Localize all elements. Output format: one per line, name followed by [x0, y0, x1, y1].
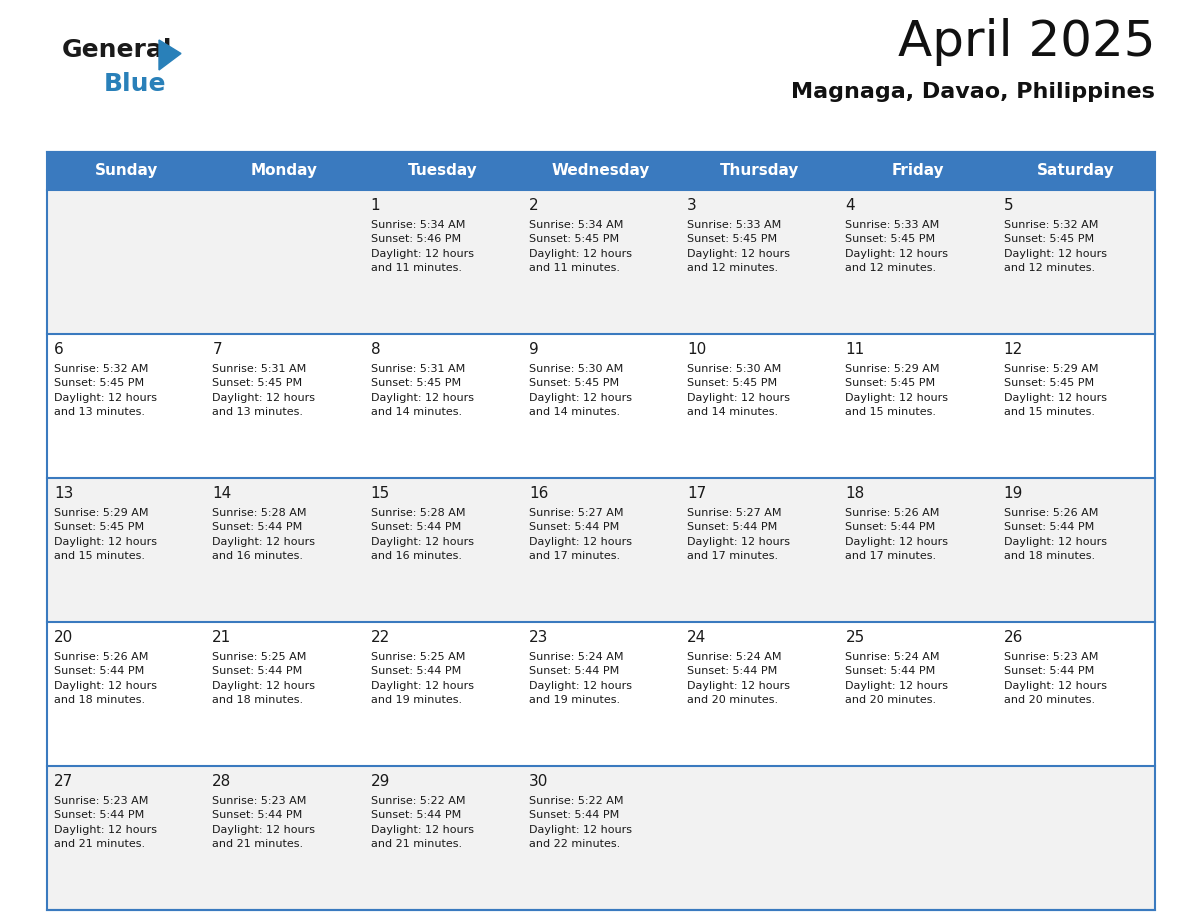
- Text: Sunrise: 5:23 AM
Sunset: 5:44 PM
Daylight: 12 hours
and 21 minutes.: Sunrise: 5:23 AM Sunset: 5:44 PM Dayligh…: [53, 796, 157, 849]
- Polygon shape: [159, 40, 181, 70]
- Text: Friday: Friday: [891, 163, 944, 178]
- Text: Sunrise: 5:22 AM
Sunset: 5:44 PM
Daylight: 12 hours
and 21 minutes.: Sunrise: 5:22 AM Sunset: 5:44 PM Dayligh…: [371, 796, 474, 849]
- Text: Sunrise: 5:34 AM
Sunset: 5:45 PM
Daylight: 12 hours
and 11 minutes.: Sunrise: 5:34 AM Sunset: 5:45 PM Dayligh…: [529, 220, 632, 274]
- Bar: [48, 478, 1155, 622]
- Text: Sunrise: 5:33 AM
Sunset: 5:45 PM
Daylight: 12 hours
and 12 minutes.: Sunrise: 5:33 AM Sunset: 5:45 PM Dayligh…: [846, 220, 948, 274]
- Text: 10: 10: [687, 342, 707, 357]
- Text: Sunrise: 5:30 AM
Sunset: 5:45 PM
Daylight: 12 hours
and 14 minutes.: Sunrise: 5:30 AM Sunset: 5:45 PM Dayligh…: [687, 364, 790, 417]
- Text: Sunrise: 5:34 AM
Sunset: 5:46 PM
Daylight: 12 hours
and 11 minutes.: Sunrise: 5:34 AM Sunset: 5:46 PM Dayligh…: [371, 220, 474, 274]
- Text: Tuesday: Tuesday: [407, 163, 478, 178]
- Text: Sunrise: 5:24 AM
Sunset: 5:44 PM
Daylight: 12 hours
and 20 minutes.: Sunrise: 5:24 AM Sunset: 5:44 PM Dayligh…: [687, 652, 790, 705]
- Text: Sunrise: 5:29 AM
Sunset: 5:45 PM
Daylight: 12 hours
and 15 minutes.: Sunrise: 5:29 AM Sunset: 5:45 PM Dayligh…: [846, 364, 948, 417]
- Text: Sunrise: 5:33 AM
Sunset: 5:45 PM
Daylight: 12 hours
and 12 minutes.: Sunrise: 5:33 AM Sunset: 5:45 PM Dayligh…: [687, 220, 790, 274]
- Text: Sunrise: 5:25 AM
Sunset: 5:44 PM
Daylight: 12 hours
and 19 minutes.: Sunrise: 5:25 AM Sunset: 5:44 PM Dayligh…: [371, 652, 474, 705]
- Bar: [48, 190, 1155, 334]
- Text: 28: 28: [213, 774, 232, 789]
- Text: Sunrise: 5:28 AM
Sunset: 5:44 PM
Daylight: 12 hours
and 16 minutes.: Sunrise: 5:28 AM Sunset: 5:44 PM Dayligh…: [213, 508, 315, 561]
- Bar: [48, 622, 1155, 766]
- Text: 25: 25: [846, 630, 865, 645]
- Text: 3: 3: [687, 198, 697, 213]
- Text: Sunrise: 5:26 AM
Sunset: 5:44 PM
Daylight: 12 hours
and 17 minutes.: Sunrise: 5:26 AM Sunset: 5:44 PM Dayligh…: [846, 508, 948, 561]
- Text: 6: 6: [53, 342, 64, 357]
- Text: Sunrise: 5:26 AM
Sunset: 5:44 PM
Daylight: 12 hours
and 18 minutes.: Sunrise: 5:26 AM Sunset: 5:44 PM Dayligh…: [1004, 508, 1107, 561]
- Text: General: General: [62, 38, 172, 62]
- Text: 19: 19: [1004, 486, 1023, 501]
- Text: Wednesday: Wednesday: [551, 163, 650, 178]
- Text: 20: 20: [53, 630, 74, 645]
- Text: 16: 16: [529, 486, 548, 501]
- Text: 9: 9: [529, 342, 538, 357]
- Text: Sunrise: 5:32 AM
Sunset: 5:45 PM
Daylight: 12 hours
and 12 minutes.: Sunrise: 5:32 AM Sunset: 5:45 PM Dayligh…: [1004, 220, 1107, 274]
- Bar: [48, 152, 1155, 190]
- Text: 24: 24: [687, 630, 707, 645]
- Text: Thursday: Thursday: [720, 163, 800, 178]
- Text: 11: 11: [846, 342, 865, 357]
- Text: 26: 26: [1004, 630, 1023, 645]
- Text: 30: 30: [529, 774, 548, 789]
- Text: Magnaga, Davao, Philippines: Magnaga, Davao, Philippines: [791, 82, 1155, 102]
- Text: Sunrise: 5:31 AM
Sunset: 5:45 PM
Daylight: 12 hours
and 13 minutes.: Sunrise: 5:31 AM Sunset: 5:45 PM Dayligh…: [213, 364, 315, 417]
- Text: 17: 17: [687, 486, 707, 501]
- Text: Sunday: Sunday: [95, 163, 158, 178]
- Text: Sunrise: 5:29 AM
Sunset: 5:45 PM
Daylight: 12 hours
and 15 minutes.: Sunrise: 5:29 AM Sunset: 5:45 PM Dayligh…: [53, 508, 157, 561]
- Text: 23: 23: [529, 630, 548, 645]
- Text: Sunrise: 5:26 AM
Sunset: 5:44 PM
Daylight: 12 hours
and 18 minutes.: Sunrise: 5:26 AM Sunset: 5:44 PM Dayligh…: [53, 652, 157, 705]
- Text: 29: 29: [371, 774, 390, 789]
- Text: Blue: Blue: [105, 72, 166, 96]
- Text: Saturday: Saturday: [1037, 163, 1114, 178]
- Text: Sunrise: 5:24 AM
Sunset: 5:44 PM
Daylight: 12 hours
and 19 minutes.: Sunrise: 5:24 AM Sunset: 5:44 PM Dayligh…: [529, 652, 632, 705]
- Bar: [48, 766, 1155, 910]
- Text: 15: 15: [371, 486, 390, 501]
- Text: Sunrise: 5:31 AM
Sunset: 5:45 PM
Daylight: 12 hours
and 14 minutes.: Sunrise: 5:31 AM Sunset: 5:45 PM Dayligh…: [371, 364, 474, 417]
- Text: Sunrise: 5:27 AM
Sunset: 5:44 PM
Daylight: 12 hours
and 17 minutes.: Sunrise: 5:27 AM Sunset: 5:44 PM Dayligh…: [687, 508, 790, 561]
- Text: Sunrise: 5:27 AM
Sunset: 5:44 PM
Daylight: 12 hours
and 17 minutes.: Sunrise: 5:27 AM Sunset: 5:44 PM Dayligh…: [529, 508, 632, 561]
- Bar: [48, 152, 1155, 910]
- Text: 4: 4: [846, 198, 855, 213]
- Text: 5: 5: [1004, 198, 1013, 213]
- Text: 8: 8: [371, 342, 380, 357]
- Text: 13: 13: [53, 486, 74, 501]
- Text: Sunrise: 5:24 AM
Sunset: 5:44 PM
Daylight: 12 hours
and 20 minutes.: Sunrise: 5:24 AM Sunset: 5:44 PM Dayligh…: [846, 652, 948, 705]
- Text: 7: 7: [213, 342, 222, 357]
- Text: Sunrise: 5:28 AM
Sunset: 5:44 PM
Daylight: 12 hours
and 16 minutes.: Sunrise: 5:28 AM Sunset: 5:44 PM Dayligh…: [371, 508, 474, 561]
- Text: 12: 12: [1004, 342, 1023, 357]
- Text: 27: 27: [53, 774, 74, 789]
- Text: 2: 2: [529, 198, 538, 213]
- Text: 22: 22: [371, 630, 390, 645]
- Text: 1: 1: [371, 198, 380, 213]
- Text: April 2025: April 2025: [897, 18, 1155, 66]
- Text: Sunrise: 5:22 AM
Sunset: 5:44 PM
Daylight: 12 hours
and 22 minutes.: Sunrise: 5:22 AM Sunset: 5:44 PM Dayligh…: [529, 796, 632, 849]
- Text: Sunrise: 5:30 AM
Sunset: 5:45 PM
Daylight: 12 hours
and 14 minutes.: Sunrise: 5:30 AM Sunset: 5:45 PM Dayligh…: [529, 364, 632, 417]
- Text: Sunrise: 5:25 AM
Sunset: 5:44 PM
Daylight: 12 hours
and 18 minutes.: Sunrise: 5:25 AM Sunset: 5:44 PM Dayligh…: [213, 652, 315, 705]
- Text: 21: 21: [213, 630, 232, 645]
- Text: Sunrise: 5:23 AM
Sunset: 5:44 PM
Daylight: 12 hours
and 21 minutes.: Sunrise: 5:23 AM Sunset: 5:44 PM Dayligh…: [213, 796, 315, 849]
- Text: Sunrise: 5:23 AM
Sunset: 5:44 PM
Daylight: 12 hours
and 20 minutes.: Sunrise: 5:23 AM Sunset: 5:44 PM Dayligh…: [1004, 652, 1107, 705]
- Text: Monday: Monday: [251, 163, 318, 178]
- Text: 18: 18: [846, 486, 865, 501]
- Text: Sunrise: 5:32 AM
Sunset: 5:45 PM
Daylight: 12 hours
and 13 minutes.: Sunrise: 5:32 AM Sunset: 5:45 PM Dayligh…: [53, 364, 157, 417]
- Text: Sunrise: 5:29 AM
Sunset: 5:45 PM
Daylight: 12 hours
and 15 minutes.: Sunrise: 5:29 AM Sunset: 5:45 PM Dayligh…: [1004, 364, 1107, 417]
- Bar: [48, 334, 1155, 478]
- Text: 14: 14: [213, 486, 232, 501]
